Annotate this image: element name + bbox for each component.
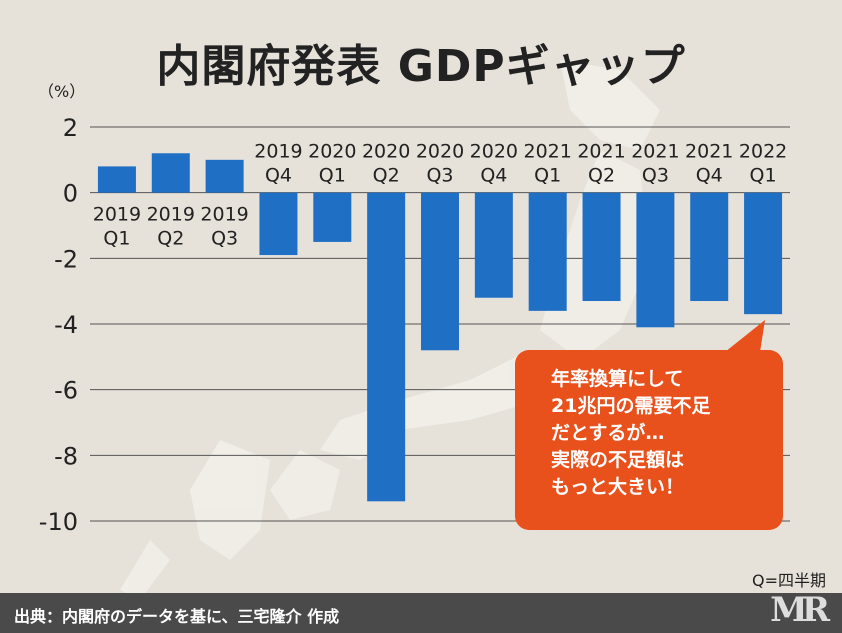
bar [259,192,298,256]
category-quarter-label: Q1 [534,165,561,187]
category-quarter-label: Q4 [480,165,507,187]
category-quarter-label: Q4 [696,165,723,187]
category-year-label: 2019 [200,204,248,226]
category-quarter-label: Q2 [588,165,615,187]
category-year-label: 2020 [362,141,410,163]
category-quarter-label: Q3 [426,165,453,187]
callout-line: だとするが… [551,422,665,444]
y-tick-label: -4 [54,311,78,339]
category-year-label: 2019 [147,204,195,226]
bar [367,192,406,502]
bar [582,192,621,302]
y-tick-label: -10 [39,508,78,536]
bar [636,192,675,328]
callout-box: 年率換算にして 21兆円の需要不足 だとするが… 実際の不足額は もっと大きい！ [515,350,783,530]
category-year-label: 2021 [524,141,572,163]
callout-line: 実際の不足額は [551,449,685,471]
bar [474,192,513,298]
y-tick-label: 2 [63,114,78,142]
category-quarter-label: Q3 [642,165,669,187]
category-year-label: 2021 [577,141,625,163]
bar [151,153,190,193]
category-year-label: 2021 [685,141,733,163]
callout-line: 21兆円の需要不足 [551,395,711,417]
bar [528,192,567,311]
y-tick-label: 0 [63,180,78,208]
category-quarter-label: Q4 [265,165,292,187]
category-quarter-label: Q1 [319,165,346,187]
source-footer: 出典：内閣府のデータを基に、三宅隆介 作成 [0,593,842,633]
callout-line: 年率換算にして [551,368,684,390]
bar [313,192,352,242]
category-quarter-label: Q1 [750,165,777,187]
category-year-label: 2021 [631,141,679,163]
bar [421,192,459,351]
category-quarter-label: Q1 [103,228,130,250]
category-year-label: 2020 [308,141,356,163]
category-year-label: 2019 [254,141,302,163]
bar [690,192,729,302]
category-quarter-label: Q2 [157,228,184,250]
category-quarter-label: Q3 [211,228,238,250]
category-year-label: 2019 [93,204,141,226]
bar [97,166,136,193]
category-year-label: 2022 [739,141,787,163]
y-tick-label: -8 [54,442,78,470]
category-year-label: 2020 [470,141,518,163]
y-axis-unit: （%） [38,82,86,101]
chart-title: 内閣府発表 GDPギャップ [156,41,686,92]
brand-logo: MR [770,590,830,630]
y-tick-label: -6 [54,377,78,405]
quarter-note: Q=四半期 [751,571,826,590]
y-tick-label: -2 [54,245,78,273]
category-quarter-label: Q2 [373,165,400,187]
callout-line: もっと大きい！ [551,476,685,498]
bar [744,192,783,315]
category-year-label: 2020 [416,141,464,163]
bar [205,159,244,193]
